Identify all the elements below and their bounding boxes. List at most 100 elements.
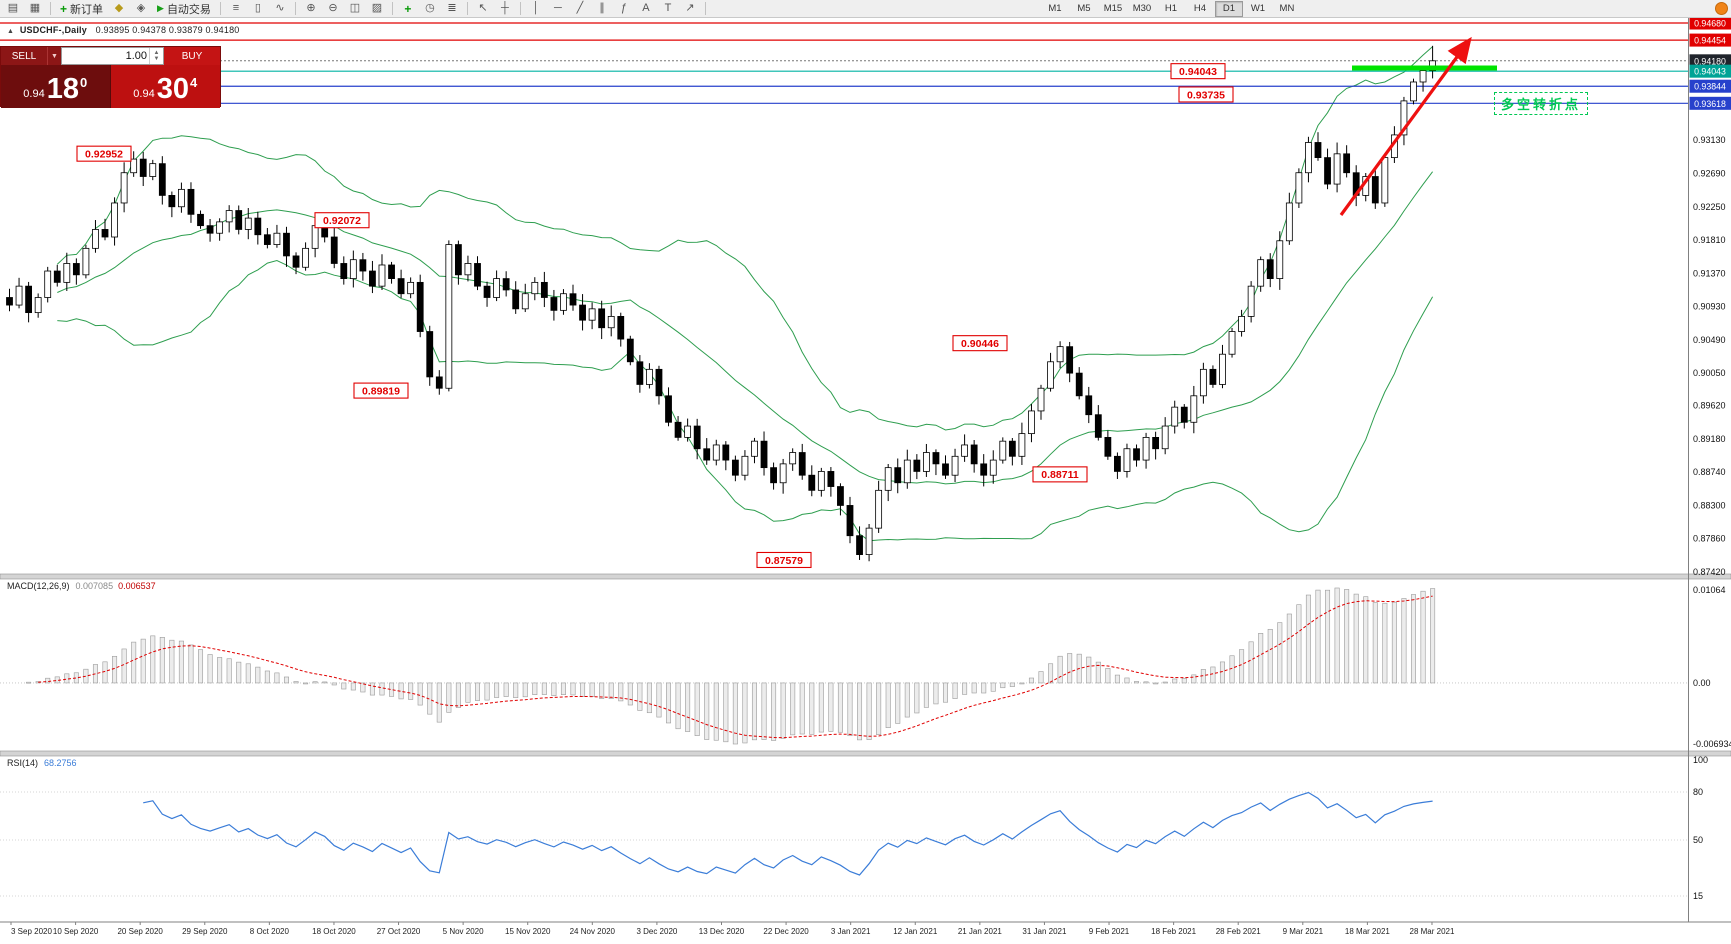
candle <box>703 448 711 461</box>
macd-panel-separator[interactable] <box>0 573 1731 580</box>
timeframe-D1[interactable]: D1 <box>1214 0 1243 17</box>
timeframe-H4[interactable]: H4 <box>1193 3 1207 14</box>
candle <box>349 259 357 279</box>
zoom-in-icon[interactable]: ⊕ <box>306 2 316 14</box>
bid-price[interactable]: 0.94 18 0 <box>1 65 110 108</box>
price-axis[interactable]: 0.93130 0.92690 0.92250 0.91810 0.91370 0.909… <box>10 135 1731 936</box>
label-tool-icon[interactable]: T <box>664 2 672 14</box>
templates-icon[interactable]: ▨ <box>371 2 383 14</box>
candle <box>72 263 80 276</box>
trend-arrow[interactable] <box>1339 36 1472 216</box>
svg-text:0.90050: 0.90050 <box>1693 368 1726 378</box>
channel-icon[interactable]: ∥ <box>599 2 605 14</box>
volume-stepper[interactable]: ▲ ▼ <box>149 48 163 64</box>
candle <box>302 247 309 268</box>
ask-price-small: 0.94 <box>133 88 155 100</box>
objects-list-icon[interactable]: ≣ <box>447 2 457 14</box>
candle <box>1190 395 1198 423</box>
indicators-icon[interactable]: + <box>404 1 412 16</box>
candle <box>808 474 816 491</box>
timeframe-H1[interactable]: H1 <box>1164 3 1178 14</box>
timeframe-W1[interactable]: W1 <box>1250 3 1266 14</box>
volume-input[interactable] <box>62 49 149 63</box>
candle <box>1085 395 1093 416</box>
arrows-tool-icon[interactable]: ↗ <box>685 2 695 14</box>
svg-text:15: 15 <box>1693 891 1703 901</box>
timeframe-MN[interactable]: MN <box>1279 3 1295 14</box>
candle <box>989 459 997 476</box>
candle <box>980 463 988 476</box>
svg-text:0.92072: 0.92072 <box>323 215 361 227</box>
ask-price[interactable]: 0.94 30 4 <box>109 65 220 108</box>
candle <box>235 210 243 230</box>
line-chart-type-icon[interactable]: ∿ <box>275 2 285 14</box>
vertical-line-icon[interactable]: │ <box>532 2 540 14</box>
rsi-value: 68.2756 <box>44 758 77 768</box>
spin-up-icon[interactable]: ▲ <box>153 50 160 56</box>
autotrading-button[interactable]: ▶ 自动交易 <box>153 1 215 16</box>
autotrading-play-icon: ▶ <box>157 3 164 13</box>
candle <box>827 471 835 487</box>
candle <box>1094 414 1102 438</box>
date-label: 5 Nov 2020 <box>443 927 484 936</box>
sell-caret-icon[interactable]: ▼ <box>47 47 61 65</box>
navigator-icon[interactable]: ◈ <box>136 2 146 14</box>
candle <box>187 188 195 215</box>
toolbar-separator <box>50 2 51 15</box>
candlestick-chart-type-icon[interactable]: ▯ <box>254 2 261 14</box>
candle <box>531 281 539 295</box>
candle <box>101 229 109 238</box>
horizontal-line-icon[interactable]: ─ <box>554 2 562 14</box>
one-click-trade-panel: SELL ▼ ▲ ▼ BUY 0.94 18 0 0.94 30 4 <box>0 46 221 108</box>
candle <box>1008 440 1016 457</box>
candle <box>903 459 911 484</box>
date-label: 3 Sep 2020 <box>11 927 52 936</box>
timeframe-M5[interactable]: M5 <box>1077 3 1091 14</box>
candle <box>263 234 271 245</box>
crosshair-icon[interactable]: ┼ <box>501 2 509 14</box>
timeframe-M1[interactable]: M1 <box>1048 3 1062 14</box>
candle <box>540 281 548 298</box>
rsi-panel-separator[interactable] <box>0 750 1731 757</box>
candle <box>1333 153 1341 185</box>
timeframe-M15[interactable]: M15 <box>1103 3 1123 14</box>
new-chart-icon[interactable]: ▤ <box>7 2 19 14</box>
candle <box>569 293 577 306</box>
candle <box>579 304 586 321</box>
new-order-label: 新订单 <box>70 3 104 16</box>
candle <box>617 316 625 340</box>
zoom-out-icon[interactable]: ⊖ <box>328 2 338 14</box>
price-callout-labels[interactable]: 0.92952 0.92072 0.89819 0.87579 0.90446 0.887… <box>76 63 1234 569</box>
candle <box>502 278 510 291</box>
candle <box>856 535 863 556</box>
svg-text:100: 100 <box>1693 755 1708 765</box>
text-tool-icon[interactable]: A <box>642 2 650 14</box>
notification-badge-icon[interactable] <box>1715 2 1728 15</box>
cursor-icon[interactable]: ↖ <box>478 2 488 14</box>
bar-chart-type-icon[interactable]: ≡ <box>232 2 240 14</box>
tile-windows-icon[interactable]: ◫ <box>349 2 361 14</box>
trendline-icon[interactable]: ╱ <box>576 2 584 14</box>
toolbar-separator <box>466 2 468 15</box>
candle <box>197 213 204 227</box>
candle <box>1209 368 1217 385</box>
buy-button[interactable]: BUY <box>164 47 220 65</box>
turning-point-annotation[interactable]: 多空转折点 <box>1494 92 1589 115</box>
spin-down-icon[interactable]: ▼ <box>153 56 160 62</box>
profiles-icon[interactable]: ▦ <box>29 2 41 14</box>
timeframe-M30[interactable]: M30 <box>1132 3 1152 14</box>
new-order-button[interactable]: + 新订单 <box>56 1 107 16</box>
candle <box>1285 202 1293 242</box>
fibonacci-icon[interactable]: ƒ <box>620 2 627 14</box>
periods-icon[interactable]: ◷ <box>425 2 435 14</box>
market-watch-icon[interactable]: ◆ <box>114 2 124 14</box>
bid-price-small: 0.94 <box>23 88 45 100</box>
sell-button[interactable]: SELL <box>1 47 47 65</box>
autotrading-label: 自动交易 <box>166 3 211 16</box>
candle <box>1037 387 1045 412</box>
candle <box>311 225 319 249</box>
chart-canvas[interactable]: 0.92952 0.92072 0.89819 0.87579 0.90446 0.887… <box>0 18 1731 944</box>
bollinger-middle <box>57 171 1433 485</box>
candle <box>837 486 844 506</box>
